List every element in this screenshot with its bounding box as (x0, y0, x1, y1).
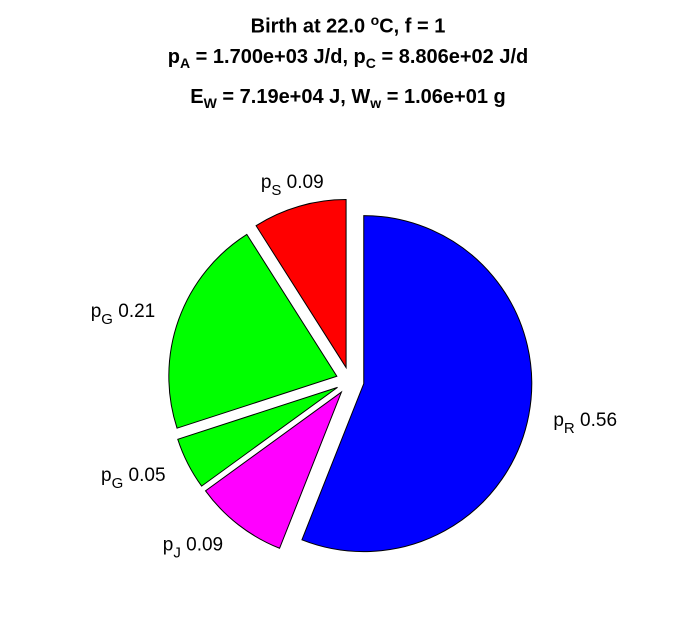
pie-slice-pg-3 (168, 233, 338, 429)
title-text-part: = 7.19e+04 J, W (216, 86, 371, 108)
slice-label-subscript: J (173, 545, 181, 562)
title-text-part: p (167, 46, 180, 68)
slice-label-value: 0.09 (181, 535, 223, 556)
slice-label-ps-4: pS 0.09 (261, 172, 324, 199)
slice-label-pg-2: pG 0.05 (101, 465, 166, 492)
slice-label-subscript: S (271, 182, 281, 199)
title-text-part: = 1.06e+01 g (381, 86, 506, 108)
title-text-part: = 1.700e+03 J/d, p (190, 46, 366, 68)
title-text-part: = 8.806e+02 J/d (375, 46, 529, 68)
pie-slice-pj-1 (204, 390, 343, 549)
title-text-part: W (203, 95, 217, 111)
slice-label-subscript: G (101, 311, 113, 328)
slice-label-subscript: G (112, 475, 124, 492)
chart-title-line-1: Birth at 22.0 oC, f = 1 (0, 12, 696, 39)
pie-slices (168, 199, 533, 553)
pie-slice-pr-0 (301, 215, 533, 553)
slice-label-value: 0.09 (281, 172, 323, 193)
title-text-part: A (179, 55, 191, 71)
slice-label-value: 0.05 (123, 465, 165, 486)
title-text-part: C (365, 55, 376, 71)
slice-label-symbol: p (163, 535, 174, 556)
slice-label-symbol: p (91, 301, 102, 322)
chart-title-line-2: pA = 1.700e+03 J/d, pC = 8.806e+02 J/d (0, 46, 696, 71)
pie-slice-ps-4 (255, 199, 347, 370)
slice-label-symbol: p (553, 410, 564, 431)
slice-label-pg-3: pG 0.21 (91, 301, 156, 328)
slice-label-symbol: p (261, 172, 272, 193)
chart-title-line-3: EW = 7.19e+04 J, Ww = 1.06e+01 g (0, 86, 696, 111)
title-text-part: E (190, 86, 204, 108)
slice-label-pr-0: pR 0.56 (553, 410, 617, 437)
title-text-part: o (370, 12, 380, 28)
title-text-part: Birth at 22.0 (250, 15, 371, 38)
slice-label-value: 0.56 (575, 410, 617, 431)
pie-slice-pg-2 (177, 386, 338, 487)
slice-label-value: 0.21 (113, 301, 155, 322)
slice-label-pj-1: pJ 0.09 (163, 535, 223, 562)
title-text-part: w (370, 95, 382, 111)
slice-label-subscript: R (564, 420, 575, 437)
slice-label-symbol: p (101, 465, 112, 486)
title-text-part: C, f = 1 (379, 15, 446, 38)
